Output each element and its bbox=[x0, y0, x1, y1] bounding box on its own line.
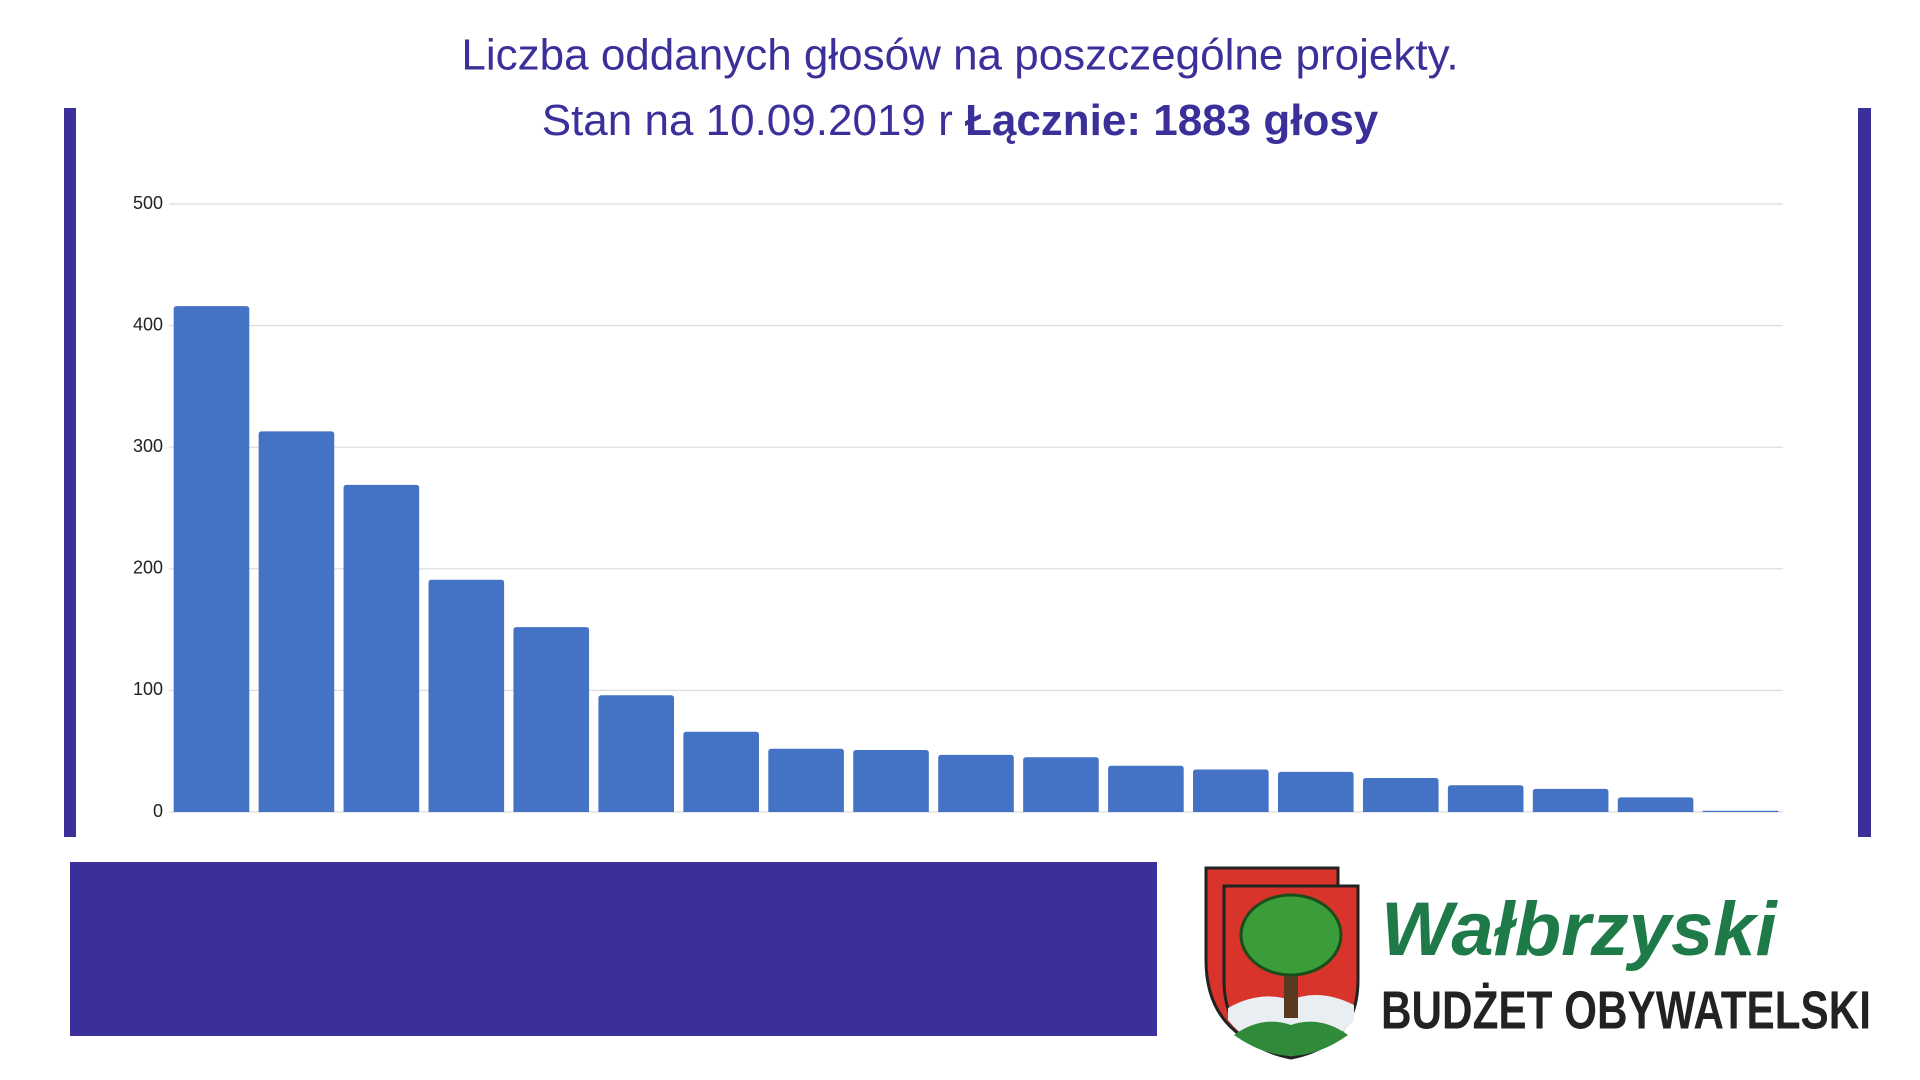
bar bbox=[428, 579, 505, 812]
logo-name: Wałbrzyski bbox=[1381, 887, 1779, 972]
bar bbox=[1447, 785, 1524, 812]
bar bbox=[1617, 797, 1694, 812]
bar bbox=[343, 484, 420, 812]
bar bbox=[513, 627, 590, 812]
plot: 0 100 200 300 400 500 bbox=[133, 193, 1783, 821]
tree-crown bbox=[1239, 893, 1343, 977]
y-tick-label: 300 bbox=[133, 436, 163, 456]
subtitle-total: Łącznie: 1883 głosy bbox=[965, 96, 1379, 145]
left-accent bbox=[64, 108, 76, 837]
footer-band bbox=[70, 862, 1157, 1036]
chart-subtitle: Stan na 10.09.2019 r Łącznie: 1883 głosy bbox=[542, 96, 1379, 145]
bar bbox=[1532, 788, 1609, 812]
subtitle-date: Stan na 10.09.2019 r bbox=[542, 96, 953, 145]
right-accent bbox=[1858, 108, 1871, 837]
bar bbox=[853, 749, 929, 812]
y-tick-label: 100 bbox=[133, 679, 163, 699]
y-tick-label: 0 bbox=[153, 801, 163, 821]
chart-title: Liczba oddanych głosów na poszczególne p… bbox=[461, 31, 1458, 80]
bar bbox=[173, 306, 250, 812]
bar bbox=[1702, 810, 1779, 812]
y-tick-label: 200 bbox=[133, 558, 163, 578]
bar bbox=[768, 748, 844, 812]
bar bbox=[938, 754, 1014, 812]
bar bbox=[1277, 771, 1354, 812]
logo-tagline: BUDŻET OBYWATELSKI bbox=[1381, 980, 1871, 1040]
bar bbox=[598, 695, 675, 812]
bar bbox=[1023, 757, 1099, 812]
bar bbox=[1108, 765, 1184, 812]
logo: Wałbrzyski BUDŻET OBYWATELSKI bbox=[1204, 866, 1871, 1060]
bar bbox=[683, 731, 759, 812]
shield-hill bbox=[1234, 1021, 1348, 1056]
y-tick-label: 500 bbox=[133, 193, 163, 213]
bar bbox=[258, 431, 335, 812]
y-tick-label: 400 bbox=[133, 314, 163, 334]
bar bbox=[1193, 769, 1269, 812]
bar bbox=[1362, 777, 1439, 812]
